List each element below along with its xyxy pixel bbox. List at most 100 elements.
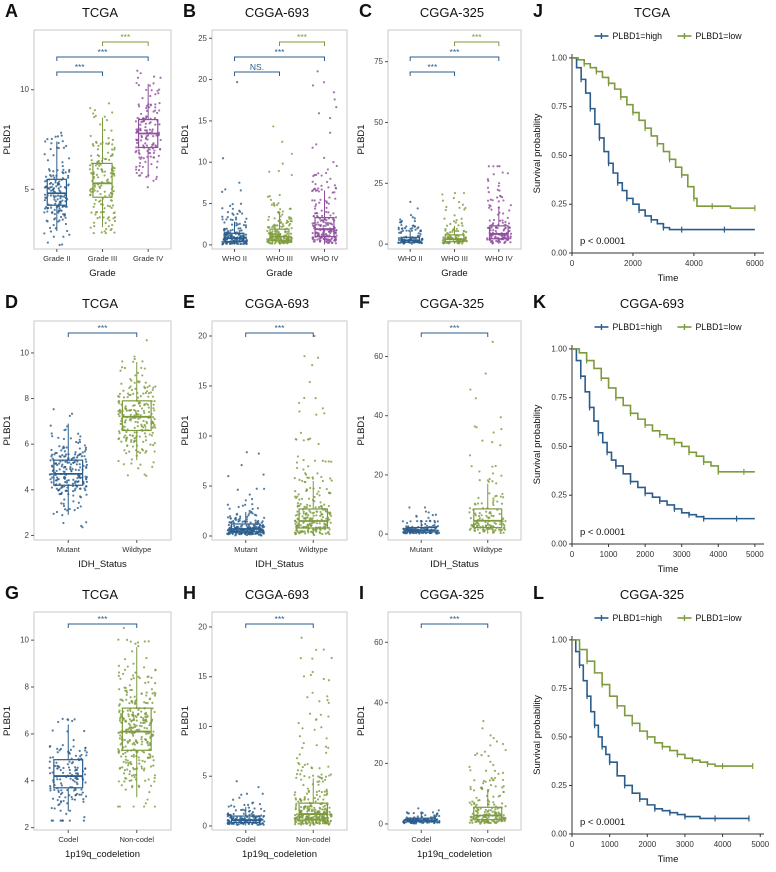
svg-text:10: 10 (198, 432, 207, 441)
svg-text:60: 60 (374, 352, 383, 361)
svg-text:p < 0.0001: p < 0.0001 (580, 236, 625, 247)
svg-text:0: 0 (203, 240, 208, 249)
panel-title: CGGA-693 (244, 587, 310, 602)
svg-text:5: 5 (203, 199, 208, 208)
svg-text:15: 15 (198, 672, 207, 681)
svg-text:5: 5 (203, 772, 208, 781)
svg-text:20: 20 (198, 622, 207, 631)
svg-text:5000: 5000 (751, 840, 769, 849)
svg-text:PLBD1=low: PLBD1=low (695, 322, 742, 332)
panel-title: CGGA-693 (244, 296, 310, 311)
svg-text:***: *** (450, 614, 461, 624)
svg-text:PLBD1: PLBD1 (180, 124, 191, 154)
panel-h: H CGGA-693 0 5 10 15 20 PLBD1 Codel Non-codel 1p… (178, 582, 354, 872)
svg-text:IDH_Status: IDH_Status (255, 559, 304, 570)
svg-text:WHO IV: WHO IV (485, 254, 514, 263)
svg-text:0: 0 (570, 840, 575, 849)
svg-text:0: 0 (203, 822, 208, 831)
svg-text:Survival probability: Survival probability (532, 404, 543, 484)
svg-text:Mutant: Mutant (410, 545, 434, 554)
svg-text:0.50: 0.50 (551, 442, 567, 451)
svg-text:2000: 2000 (624, 259, 642, 268)
svg-text:Grade: Grade (89, 268, 115, 279)
svg-text:Non-codel: Non-codel (296, 835, 331, 844)
svg-text:Wildtype: Wildtype (122, 545, 151, 554)
panel-letter-b: B (183, 1, 196, 21)
svg-text:PLBD1: PLBD1 (2, 706, 13, 736)
svg-text:10: 10 (198, 158, 207, 167)
panel-letter-h: H (183, 583, 196, 603)
panel-letter-k: K (533, 292, 546, 312)
svg-text:20: 20 (198, 332, 207, 341)
svg-text:Codel: Codel (58, 835, 78, 844)
boxplot-cgga325-grade: 0 25 50 75 PLBD1 WHO II WHO III WHO IV Grade *** *… (354, 24, 528, 289)
svg-text:PLBD1: PLBD1 (180, 415, 191, 445)
svg-text:10: 10 (198, 722, 207, 731)
svg-text:1.00: 1.00 (551, 635, 567, 644)
svg-text:20: 20 (198, 75, 207, 84)
svg-text:0.25: 0.25 (551, 491, 567, 500)
svg-text:0: 0 (570, 550, 575, 559)
km-curve-cgga325: PLBD1=high PLBD1=low 0.00 0.25 0.50 0.75 1.00 0… (528, 606, 776, 870)
svg-text:WHO III: WHO III (266, 254, 293, 263)
svg-text:Time: Time (658, 854, 679, 865)
svg-text:5: 5 (25, 185, 30, 194)
svg-text:0: 0 (570, 259, 575, 268)
svg-text:PLBD1=low: PLBD1=low (695, 613, 742, 623)
svg-text:4000: 4000 (714, 840, 732, 849)
svg-text:***: *** (275, 323, 286, 333)
panel-letter-l: L (533, 583, 544, 603)
svg-text:PLBD1=high: PLBD1=high (612, 613, 662, 623)
svg-text:1p19q_codeletion: 1p19q_codeletion (65, 849, 140, 860)
svg-text:0.75: 0.75 (551, 102, 567, 111)
svg-text:40: 40 (374, 411, 383, 420)
svg-text:***: *** (427, 62, 438, 72)
svg-text:10: 10 (20, 85, 29, 94)
svg-text:Grade II: Grade II (43, 254, 70, 263)
svg-text:PLBD1: PLBD1 (356, 706, 367, 736)
panel-d: D TCGA 2 4 6 8 10 PLBD1 Mutant Wildtype IDH_Stat… (0, 291, 178, 582)
svg-text:Survival probability: Survival probability (532, 695, 543, 775)
svg-text:8: 8 (25, 683, 30, 692)
svg-text:4: 4 (25, 776, 30, 785)
svg-text:***: *** (275, 614, 286, 624)
svg-text:***: *** (297, 32, 308, 42)
svg-text:PLBD1=low: PLBD1=low (695, 31, 742, 41)
svg-text:Wildtype: Wildtype (299, 545, 328, 554)
svg-text:***: *** (120, 32, 131, 42)
panel-title: TCGA (633, 5, 671, 20)
svg-text:20: 20 (374, 470, 383, 479)
panel-i: I CGGA-325 0 20 40 60 PLBD1 Codel Non-codel 1p1… (354, 582, 528, 872)
svg-text:2000: 2000 (638, 840, 656, 849)
panel-e: E CGGA-693 0 5 10 15 20 PLBD1 Mutant Wildtype ID… (178, 291, 354, 582)
svg-text:***: *** (98, 614, 109, 624)
svg-text:Grade IV: Grade IV (133, 254, 164, 263)
svg-text:3000: 3000 (673, 550, 691, 559)
svg-text:2: 2 (25, 823, 30, 832)
svg-text:20: 20 (374, 759, 383, 768)
panel-g: G TCGA 2 4 6 8 10 PLBD1 Codel Non-codel 1p19q_co… (0, 582, 178, 872)
svg-text:p < 0.0001: p < 0.0001 (580, 527, 625, 538)
panel-letter-d: D (5, 292, 18, 312)
svg-text:Codel: Codel (411, 835, 431, 844)
svg-text:0.75: 0.75 (551, 684, 567, 693)
svg-text:0.00: 0.00 (551, 540, 567, 549)
panel-f: F CGGA-325 0 20 40 60 PLBD1 Mutant Wildtype IDH… (354, 291, 528, 582)
svg-text:***: *** (75, 62, 86, 72)
svg-text:0.25: 0.25 (551, 781, 567, 790)
svg-text:0: 0 (379, 240, 384, 249)
svg-text:0: 0 (203, 532, 208, 541)
svg-text:0.00: 0.00 (551, 249, 567, 258)
svg-text:1p19q_codeletion: 1p19q_codeletion (417, 849, 492, 860)
panel-j: J TCGA PLBD1=high PLBD1=low 0.00 0.25 0.50 0.… (528, 0, 776, 291)
svg-text:0.00: 0.00 (551, 830, 567, 839)
svg-text:15: 15 (198, 116, 207, 125)
svg-text:8: 8 (25, 394, 30, 403)
svg-text:4: 4 (25, 485, 30, 494)
panel-letter-a: A (5, 1, 18, 21)
svg-text:6: 6 (25, 729, 30, 738)
svg-text:PLBD1: PLBD1 (180, 706, 191, 736)
panel-title: TCGA (81, 587, 119, 602)
svg-text:25: 25 (198, 34, 207, 43)
svg-text:15: 15 (198, 382, 207, 391)
